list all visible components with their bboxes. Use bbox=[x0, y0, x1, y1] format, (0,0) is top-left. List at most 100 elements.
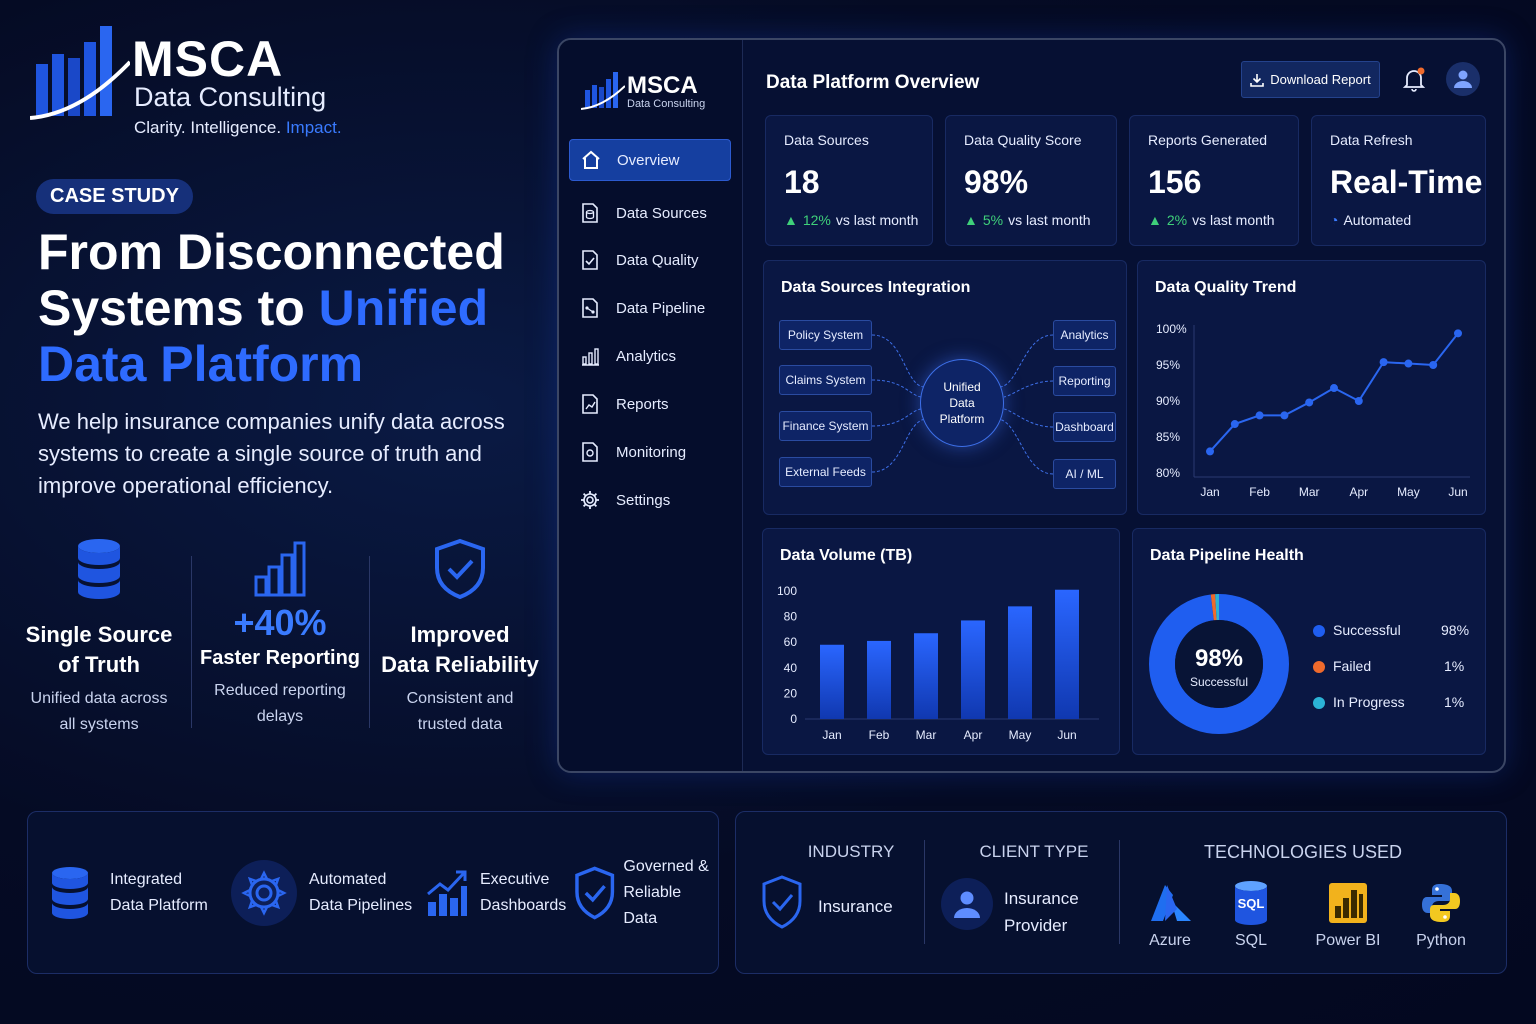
donut-hole bbox=[1175, 620, 1263, 708]
monitor-icon bbox=[579, 441, 601, 463]
pipeline-donut-center: 98% Successful bbox=[1157, 645, 1281, 689]
quality-trend-chart: 100% 95% 90% 85% 80% Jan Feb Mar Apr May Jun bbox=[1156, 322, 1470, 499]
page-headline: From Disconnected Systems to Unified Dat… bbox=[38, 224, 505, 392]
integration-title: Data Sources Integration bbox=[781, 279, 971, 296]
check-file-icon bbox=[579, 249, 601, 271]
bar bbox=[961, 620, 985, 719]
source-external-feeds: External Feeds bbox=[779, 457, 872, 487]
shield-check-icon bbox=[375, 536, 545, 602]
kpi-label: Data Sources bbox=[784, 132, 869, 148]
sidebar-item-data-pipeline[interactable]: Data Pipeline bbox=[569, 287, 731, 329]
data-point bbox=[1305, 398, 1314, 407]
kpi-data-quality-score: Data Quality Score 98% ▲ 5% vs last month bbox=[945, 115, 1117, 246]
sidebar-item-label: Settings bbox=[616, 491, 671, 509]
x-tick-label: Jun bbox=[1448, 485, 1467, 499]
user-icon bbox=[1454, 70, 1472, 88]
x-tick-label: Feb bbox=[1249, 485, 1270, 499]
sidebar-brand-subtitle: Data Consulting bbox=[627, 98, 706, 110]
y-tick-label: 40 bbox=[784, 661, 798, 675]
capabilities-panel: Integrated Data Platform Automated Data Pi… bbox=[27, 811, 719, 974]
hero-lead-text: We help insurance companies unify data a… bbox=[38, 409, 505, 498]
y-tick-label: 60 bbox=[784, 635, 798, 649]
bar bbox=[867, 640, 891, 719]
database-icon bbox=[14, 536, 184, 602]
data-point bbox=[1429, 361, 1438, 369]
tech-sql: SQL SQL bbox=[1211, 880, 1291, 950]
x-tick-label: Feb bbox=[869, 728, 890, 742]
x-tick-label: Jun bbox=[1057, 728, 1076, 742]
x-tick-label: Jan bbox=[822, 728, 841, 742]
tech-azure: Azure bbox=[1130, 880, 1210, 950]
kpi-delta: ▲ 5% vs last month bbox=[964, 212, 1091, 228]
sidebar-item-monitoring[interactable]: Monitoring bbox=[569, 431, 731, 473]
client-type-label: CLIENT TYPE bbox=[979, 842, 1089, 861]
pipeline-center-label: Successful bbox=[1189, 675, 1249, 689]
kpi-reports-generated: Reports Generated 156 ▲ 2% vs last month bbox=[1129, 115, 1299, 246]
capability-automated-pipelines: Automated Data Pipelines bbox=[231, 812, 412, 973]
data-point bbox=[1255, 411, 1264, 420]
sidebar-item-label: Data Sources bbox=[616, 204, 707, 222]
brand-name: MSCA bbox=[132, 31, 284, 87]
legend-dot bbox=[1313, 625, 1325, 637]
download-report-button[interactable]: Download Report bbox=[1241, 61, 1380, 98]
y-tick-label: 80% bbox=[1156, 466, 1180, 480]
dashboard-title: Data Platform Overview bbox=[766, 72, 980, 93]
home-icon bbox=[580, 149, 602, 171]
case-study-badge: CASE STUDY bbox=[36, 179, 193, 214]
msca-logo-mark bbox=[581, 72, 625, 110]
source-policy-system: Policy System bbox=[779, 320, 872, 350]
sql-database-icon: SQL bbox=[1211, 880, 1291, 926]
kpi-label: Data Refresh bbox=[1330, 132, 1413, 148]
info-divider bbox=[1119, 840, 1120, 944]
sidebar-item-label: Reports bbox=[616, 395, 669, 413]
bell-icon[interactable] bbox=[1402, 67, 1426, 93]
svg-text:SQL: SQL bbox=[1238, 896, 1265, 911]
bar bbox=[1008, 606, 1032, 719]
feature-divider bbox=[369, 556, 370, 728]
donut-slice bbox=[1149, 594, 1289, 734]
kpi-value: Real-Time bbox=[1330, 164, 1483, 200]
up-arrow-icon: ▲ bbox=[964, 212, 978, 228]
sidebar-item-label: Overview bbox=[617, 151, 680, 169]
database-file-icon bbox=[579, 202, 601, 224]
brand-tagline: Clarity. Intelligence. Impact. bbox=[134, 118, 342, 137]
industry-value: Insurance bbox=[818, 897, 893, 916]
sidebar-item-analytics[interactable]: Analytics bbox=[569, 335, 731, 377]
trend-line bbox=[1209, 332, 1459, 453]
y-tick-label: 80 bbox=[784, 610, 798, 624]
sidebar-item-label: Data Pipeline bbox=[616, 299, 706, 317]
x-tick-label: Jan bbox=[1200, 485, 1219, 499]
sidebar-item-overview[interactable]: Overview bbox=[569, 139, 731, 181]
data-volume-title: Data Volume (TB) bbox=[780, 547, 913, 564]
up-arrow-icon: ▲ bbox=[1148, 212, 1162, 228]
y-tick-label: 100% bbox=[1156, 322, 1187, 336]
kpi-data-refresh: Data Refresh Real-Time ◔ Automated bbox=[1311, 115, 1486, 246]
pipeline-health-title: Data Pipeline Health bbox=[1150, 547, 1304, 564]
data-point bbox=[1404, 359, 1413, 368]
bar-chart-icon bbox=[579, 345, 601, 367]
y-tick-label: 20 bbox=[784, 686, 798, 700]
target-reporting: Reporting bbox=[1053, 366, 1116, 396]
user-avatar[interactable] bbox=[1446, 62, 1480, 96]
brand-subtitle: Data Consulting bbox=[134, 82, 327, 112]
sidebar-item-reports[interactable]: Reports bbox=[569, 383, 731, 425]
data-point bbox=[1379, 358, 1388, 367]
sidebar-item-settings[interactable]: Settings bbox=[569, 479, 731, 521]
kpi-label: Reports Generated bbox=[1148, 132, 1268, 148]
sidebar-item-data-quality[interactable]: Data Quality bbox=[569, 239, 731, 281]
x-tick-label: May bbox=[1397, 485, 1420, 499]
feature-improved-reliability: Improved Data Reliability Consistent and t… bbox=[375, 536, 545, 738]
kpi-value: 156 bbox=[1148, 164, 1202, 200]
feature-single-source: Single Source of Truth Unified data acros… bbox=[14, 536, 184, 738]
legend-dot bbox=[1313, 661, 1325, 673]
industry-label: INDUSTRY bbox=[807, 842, 895, 861]
target-analytics: Analytics bbox=[1053, 320, 1116, 350]
y-tick-label: 100 bbox=[777, 584, 797, 598]
quality-trend-title: Data Quality Trend bbox=[1155, 279, 1297, 296]
kpi-label: Data Quality Score bbox=[964, 132, 1082, 148]
bar-chart-icon bbox=[195, 536, 365, 602]
quality-trend-card: Data Quality Trend 100% 95% 90% 85% 80% Jan Fe… bbox=[1137, 260, 1486, 515]
download-report-label: Download Report bbox=[1270, 72, 1371, 87]
sidebar-item-data-sources[interactable]: Data Sources bbox=[569, 192, 731, 234]
info-divider bbox=[924, 840, 925, 944]
